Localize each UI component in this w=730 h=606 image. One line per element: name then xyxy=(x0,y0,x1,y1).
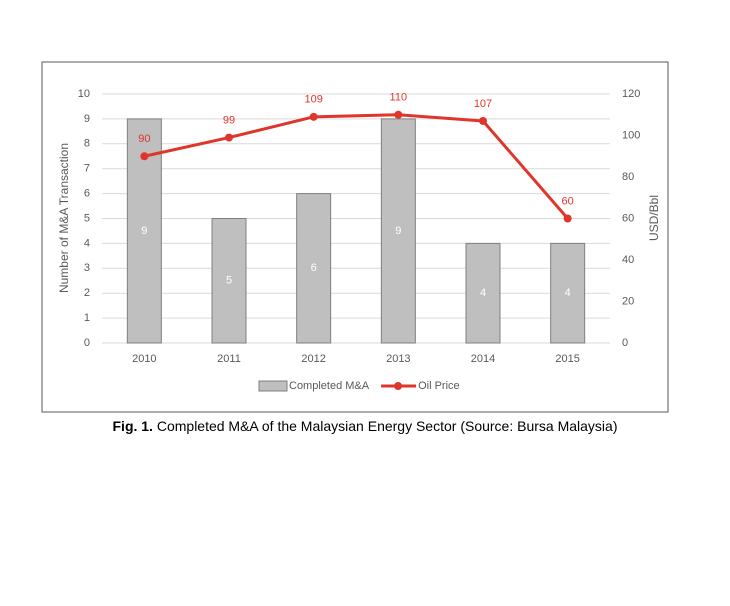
legend-label: Oil Price xyxy=(418,380,460,392)
line-point xyxy=(225,133,233,142)
y2-tick-label: 0 xyxy=(622,337,628,349)
x-tick-label: 2012 xyxy=(301,353,325,365)
bar-value-label: 4 xyxy=(565,287,571,299)
y-tick-label: 10 xyxy=(78,88,90,100)
bar-value-label: 4 xyxy=(480,287,486,299)
line-point xyxy=(140,152,149,161)
caption-text: Completed M&A of the Malaysian Energy Se… xyxy=(157,418,618,434)
bar xyxy=(465,242,501,344)
y2-tick-label: 20 xyxy=(622,295,634,307)
x-tick-label: 2011 xyxy=(217,353,241,365)
line-point xyxy=(394,110,403,119)
y-tick-label: 5 xyxy=(84,212,90,224)
line-point xyxy=(563,214,572,223)
y-tick-label: 6 xyxy=(84,188,90,200)
bar-value-label: 6 xyxy=(311,262,317,274)
y2-tick-label: 80 xyxy=(622,171,634,183)
bar xyxy=(550,242,586,344)
bar xyxy=(211,218,247,344)
line-value-label: 99 xyxy=(223,114,235,126)
y-tick-label: 8 xyxy=(84,138,90,150)
y-tick-label: 0 xyxy=(84,337,90,349)
y-tick-label: 1 xyxy=(84,312,90,324)
legend-swatch-point xyxy=(394,382,403,390)
legend-label: Completed M&A xyxy=(289,380,370,392)
y2-tick-label: 100 xyxy=(622,129,640,141)
line-value-label: 107 xyxy=(474,98,492,110)
x-tick-label: 2015 xyxy=(555,353,579,365)
line-point xyxy=(309,112,318,121)
x-tick-label: 2013 xyxy=(386,353,410,365)
bar-value-label: 5 xyxy=(226,275,232,287)
y2-axis-title: USD/Bbl xyxy=(647,195,661,241)
line-value-label: 60 xyxy=(562,195,574,207)
y-tick-label: 7 xyxy=(84,163,90,175)
y-tick-label: 2 xyxy=(84,287,90,299)
x-tick-label: 2010 xyxy=(132,353,156,365)
x-tick-label: 2014 xyxy=(471,353,495,365)
bar-value-label: 9 xyxy=(141,225,147,237)
line-point xyxy=(479,116,487,125)
line-value-label: 110 xyxy=(390,92,408,104)
line-value-label: 109 xyxy=(304,94,322,106)
y2-tick-label: 40 xyxy=(622,254,634,266)
y-tick-label: 3 xyxy=(84,262,90,274)
y-tick-label: 4 xyxy=(84,237,90,249)
chart-frame xyxy=(41,61,669,413)
y-tick-label: 9 xyxy=(84,113,90,125)
caption: Fig. 1. Completed M&A of the Malaysian E… xyxy=(113,418,618,434)
legend-swatch xyxy=(258,380,288,392)
bar-value-label: 9 xyxy=(395,225,401,237)
y2-tick-label: 60 xyxy=(622,212,634,224)
line-value-label: 90 xyxy=(138,133,150,145)
bar xyxy=(296,193,332,344)
y2-tick-label: 120 xyxy=(622,88,640,100)
bar xyxy=(380,118,416,344)
y-axis-title: Number of M&A Transaction xyxy=(57,143,71,293)
line xyxy=(144,113,569,220)
caption-label: Fig. 1. xyxy=(113,418,153,434)
